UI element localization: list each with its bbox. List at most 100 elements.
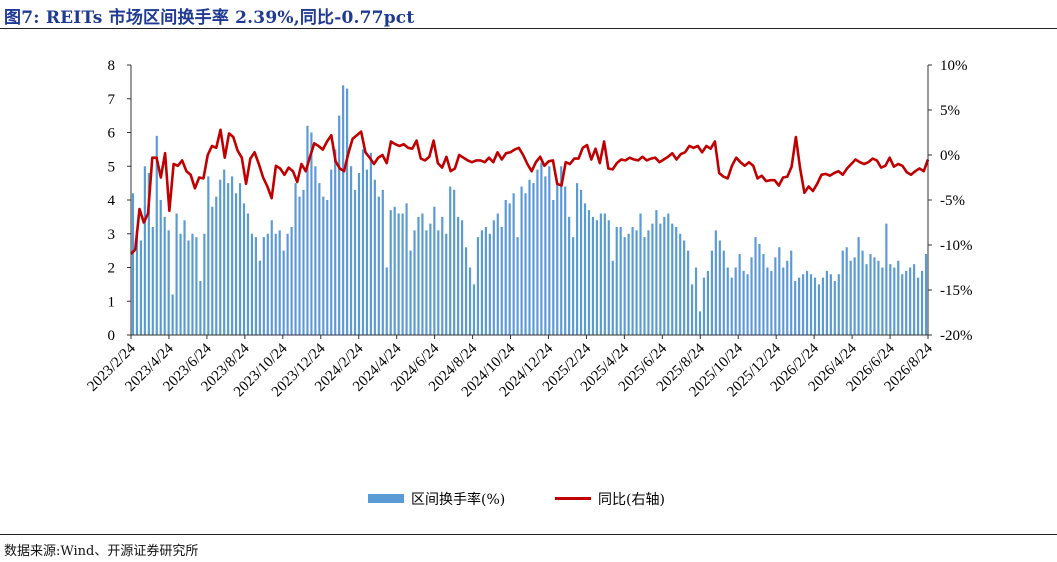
turnover-bar [365,169,369,336]
turnover-bar [270,220,273,335]
turnover-bar [718,240,721,335]
turnover-bar [568,216,571,336]
turnover-bar [825,270,828,336]
turnover-bar [540,162,543,336]
turnover-bar [219,179,222,335]
turnover-bar [829,274,832,335]
turnover-bar [885,223,888,336]
turnover-bar [778,247,781,335]
turnover-bar [377,196,380,336]
turnover-bar [314,166,317,335]
turnover-bar [468,267,472,335]
turnover-bar [453,189,456,336]
turnover-bar [694,267,698,335]
turnover-bar [421,213,424,335]
turnover-bar [516,237,519,336]
turnover-bar [556,183,559,336]
left-tick-label: 7 [108,92,116,108]
turnover-bar [619,227,622,335]
turnover-bar [920,270,924,336]
turnover-bar [587,210,591,336]
turnover-bar [572,237,575,336]
turnover-bar [476,237,480,336]
turnover-bar [139,240,142,335]
turnover-bar [480,230,484,336]
turnover-bar [631,227,634,335]
turnover-bar [417,216,420,336]
turnover-bar [714,230,717,336]
turnover-bar [461,220,464,335]
turnover-bar [393,206,396,335]
turnover-bar [258,260,261,335]
turnover-bar [369,152,372,335]
turnover-bar [698,311,702,336]
turnover-bar [457,216,460,336]
turnover-bar [163,216,166,336]
turnover-bar [520,186,523,335]
left-tick-label: 6 [108,126,116,142]
turnover-bar [318,183,321,336]
turnover-bar [294,183,297,336]
turnover-bar [548,166,551,335]
turnover-bar [135,230,139,336]
turnover-bar [338,115,341,336]
turnover-bar [484,227,487,335]
turnover-bar [849,260,852,335]
turnover-bar [905,270,908,336]
turnover-bar [274,233,277,335]
turnover-bar [397,213,400,335]
turnover-bar [385,267,388,335]
bars-layer [131,85,928,336]
turnover-bar [167,230,170,336]
turnover-bar [564,186,567,335]
turnover-bar [231,176,234,336]
turnover-bar [215,196,218,336]
turnover-bar [175,213,178,335]
yoy-line [130,128,930,255]
turnover-bar [361,149,365,336]
turnover-bar [675,227,678,335]
turnover-bar [445,233,448,335]
left-tick-label: 1 [108,294,116,310]
turnover-bar [861,250,864,336]
turnover-bar [651,223,654,336]
turnover-bar [147,173,150,335]
turnover-bar [246,213,250,335]
turnover-bar [687,250,690,336]
turnover-bar [349,166,353,335]
turnover-bar [449,186,452,335]
left-tick-label: 5 [108,159,116,175]
turnover-bar [508,203,511,336]
turnover-bar [524,193,527,335]
turnover-bar [659,223,662,336]
turnover-bar [790,250,793,336]
turnover-bar [583,203,587,336]
right-tick-label: -10% [940,238,973,254]
turnover-bar [552,200,555,335]
turnover-bar [357,173,361,335]
figure-title: 图7: REITs 市场区间换手率 2.39%,同比-0.77pct [4,8,415,28]
turnover-bar [901,274,904,335]
turnover-bar [223,169,226,336]
turnover-bar [667,213,670,335]
turnover-bar [742,270,745,336]
turnover-bar [663,216,666,336]
turnover-bar [207,176,210,336]
turnover-bar [266,233,269,335]
turnover-bar [853,257,856,336]
turnover-bar [913,264,916,336]
turnover-bar [809,274,813,335]
turnover-bar [131,193,135,335]
turnover-bar [334,149,337,336]
turnover-bar [877,260,880,335]
turnover-bar [845,247,848,335]
turnover-bar [893,267,896,335]
turnover-bar [560,166,563,335]
turnover-bar [909,267,912,335]
turnover-bar [492,220,495,335]
turnover-bar [536,169,539,336]
turnover-bar [143,166,146,335]
turnover-bar [254,237,257,336]
turnover-bar [575,183,579,336]
turnover-bar [671,223,674,336]
